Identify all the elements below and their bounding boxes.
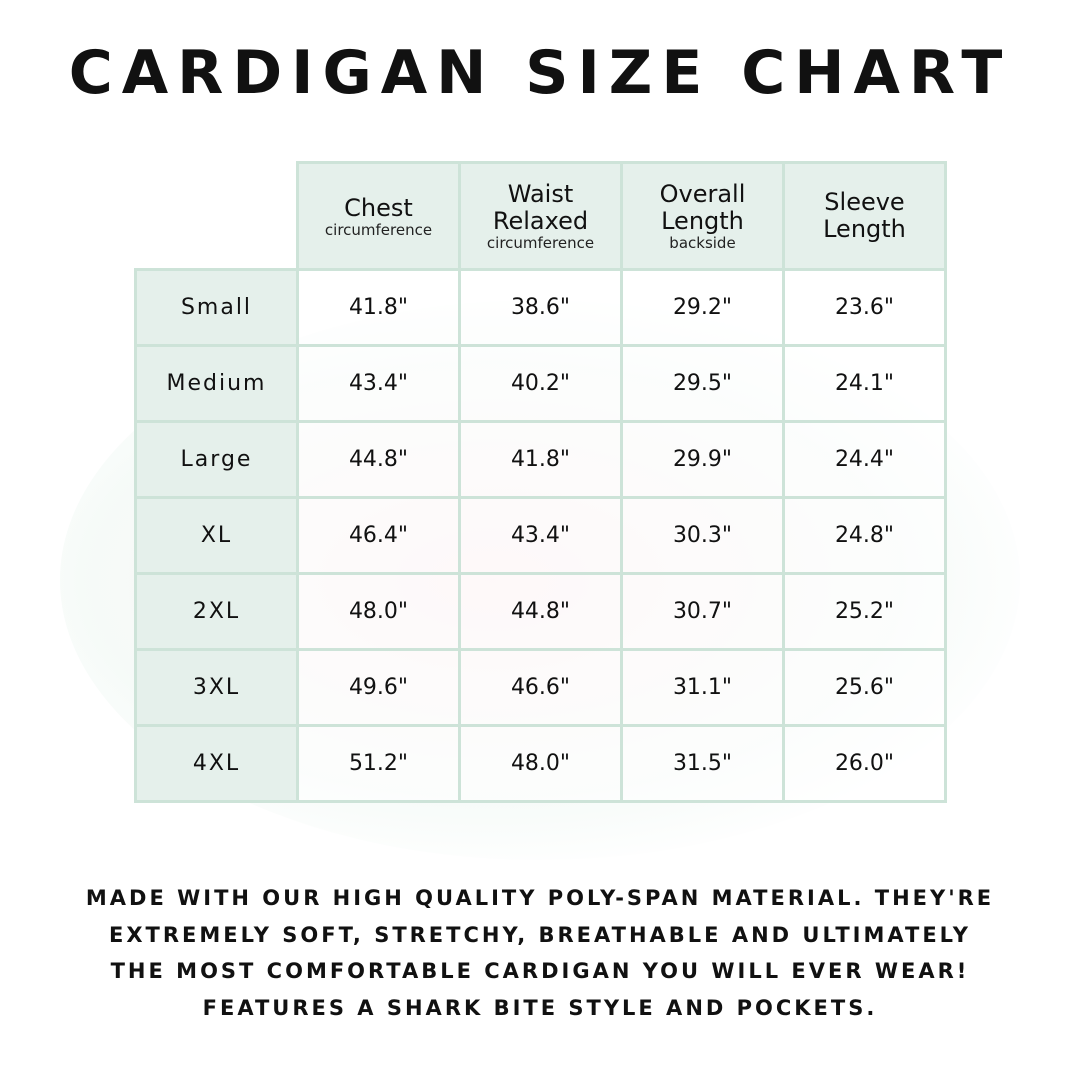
measurement-cell: 31.5": [620, 724, 785, 803]
measurement-cell: 48.0": [296, 572, 461, 651]
measurement-cell: 23.6": [782, 268, 947, 347]
table-row: Large 44.8" 41.8" 29.9" 24.4": [134, 420, 947, 499]
header-overall-length: Overall Length backside: [620, 161, 785, 271]
description-line: EXTREMELY SOFT, STRETCHY, BREATHABLE AND…: [109, 922, 971, 947]
measurement-cell: 26.0": [782, 724, 947, 803]
measurement-cell: 48.0": [458, 724, 623, 803]
header-sleeve-length: Sleeve Length: [782, 161, 947, 271]
measurement-cell: 25.6": [782, 648, 947, 727]
description-line: THE MOST COMFORTABLE CARDIGAN YOU WILL E…: [110, 959, 970, 983]
measurement-cell: 25.2": [782, 572, 947, 651]
measurement-cell: 31.1": [620, 648, 785, 727]
table-row: Medium 43.4" 40.2" 29.5" 24.1": [134, 344, 947, 423]
size-label: Small: [134, 268, 299, 347]
table-row: XL 46.4" 43.4" 30.3" 24.8": [134, 496, 947, 575]
corner-cell: [136, 163, 298, 270]
size-label: 3XL: [134, 648, 299, 727]
size-table: Chest circumference Waist Relaxed circumfe…: [134, 161, 947, 803]
measurement-cell: 29.9": [620, 420, 785, 499]
measurement-cell: 40.2": [458, 344, 623, 423]
header-chest: Chest circumference: [296, 161, 461, 271]
measurement-cell: 24.8": [782, 496, 947, 575]
size-label: 2XL: [134, 572, 299, 651]
table-row: 4XL 51.2" 48.0" 31.5" 26.0": [134, 724, 947, 803]
measurement-cell: 41.8": [296, 268, 461, 347]
size-label: XL: [134, 496, 299, 575]
table-row: 2XL 48.0" 44.8" 30.7" 25.2": [134, 572, 947, 651]
measurement-cell: 44.8": [296, 420, 461, 499]
measurement-cell: 41.8": [458, 420, 623, 499]
description: MADE WITH OUR HIGH QUALITY POLY-SPAN MAT…: [0, 880, 1080, 1026]
measurement-cell: 30.7": [620, 572, 785, 651]
measurement-cell: 49.6": [296, 648, 461, 727]
table-row: 3XL 49.6" 46.6" 31.1" 25.6": [134, 648, 947, 727]
page-title: CARDIGAN SIZE CHART: [68, 38, 1012, 108]
measurement-cell: 24.4": [782, 420, 947, 499]
description-line: MADE WITH OUR HIGH QUALITY POLY-SPAN MAT…: [85, 886, 995, 910]
measurement-cell: 51.2": [296, 724, 461, 803]
measurement-cell: 24.1": [782, 344, 947, 423]
table-row: Small 41.8" 38.6" 29.2" 23.6": [134, 268, 947, 347]
size-label: Large: [134, 420, 299, 499]
measurement-cell: 30.3": [620, 496, 785, 575]
measurement-cell: 43.4": [296, 344, 461, 423]
size-label: 4XL: [134, 724, 299, 803]
measurement-cell: 46.4": [296, 496, 461, 575]
measurement-cell: 46.6": [458, 648, 623, 727]
measurement-cell: 29.2": [620, 268, 785, 347]
header-row: Chest circumference Waist Relaxed circumfe…: [136, 161, 947, 271]
measurement-cell: 44.8": [458, 572, 623, 651]
description-line: FEATURES A SHARK BITE STYLE AND POCKETS.: [202, 995, 878, 1020]
measurement-cell: 38.6": [458, 268, 623, 347]
header-waist: Waist Relaxed circumference: [458, 161, 623, 271]
size-label: Medium: [134, 344, 299, 423]
measurement-cell: 43.4": [458, 496, 623, 575]
measurement-cell: 29.5": [620, 344, 785, 423]
